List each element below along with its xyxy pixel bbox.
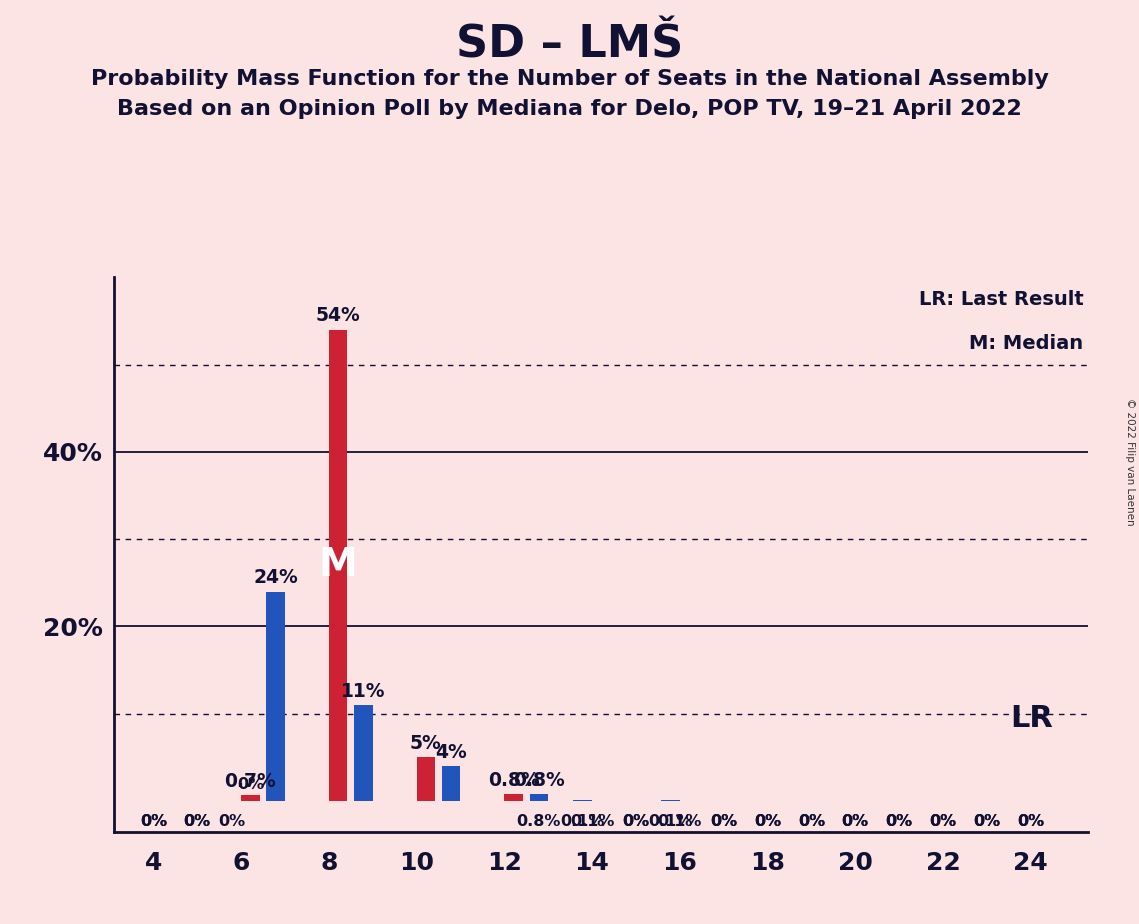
Text: 0.8%: 0.8% bbox=[487, 771, 540, 790]
Text: 0%: 0% bbox=[622, 814, 649, 829]
Text: 0.8%: 0.8% bbox=[517, 814, 562, 829]
Text: 0%: 0% bbox=[183, 814, 211, 829]
Bar bbox=[505, 794, 523, 801]
Bar bbox=[329, 330, 347, 801]
Text: Based on an Opinion Poll by Mediana for Delo, POP TV, 19–21 April 2022: Based on an Opinion Poll by Mediana for … bbox=[117, 99, 1022, 119]
Text: 0%: 0% bbox=[237, 777, 264, 792]
Text: 0.1%: 0.1% bbox=[570, 814, 614, 829]
Text: 0.1%: 0.1% bbox=[560, 814, 605, 829]
Text: 0%: 0% bbox=[1017, 814, 1044, 829]
Text: 0%: 0% bbox=[710, 814, 737, 829]
Text: 0%: 0% bbox=[842, 814, 869, 829]
Text: © 2022 Filip van Laenen: © 2022 Filip van Laenen bbox=[1125, 398, 1134, 526]
Bar bbox=[442, 766, 460, 801]
Bar bbox=[354, 705, 372, 801]
Text: 0%: 0% bbox=[974, 814, 1000, 829]
Text: 0.7%: 0.7% bbox=[224, 772, 277, 791]
Text: 0%: 0% bbox=[842, 814, 869, 829]
Text: 0%: 0% bbox=[885, 814, 912, 829]
Text: 0%: 0% bbox=[754, 814, 781, 829]
Text: SD – LMŠ: SD – LMŠ bbox=[456, 23, 683, 67]
Text: 0%: 0% bbox=[797, 814, 825, 829]
Bar bbox=[417, 758, 435, 801]
Text: 0%: 0% bbox=[929, 814, 957, 829]
Text: 0%: 0% bbox=[140, 814, 167, 829]
Text: LR: LR bbox=[1010, 703, 1052, 733]
Bar bbox=[241, 795, 260, 801]
Text: 0%: 0% bbox=[140, 814, 167, 829]
Text: 0%: 0% bbox=[219, 814, 245, 829]
Text: 0%: 0% bbox=[885, 814, 912, 829]
Text: 5%: 5% bbox=[410, 734, 442, 753]
Text: 11%: 11% bbox=[342, 682, 386, 700]
Text: 0%: 0% bbox=[622, 814, 649, 829]
Text: 0%: 0% bbox=[929, 814, 957, 829]
Text: 4%: 4% bbox=[435, 743, 467, 761]
Text: 0%: 0% bbox=[797, 814, 825, 829]
Text: 0.1%: 0.1% bbox=[648, 814, 693, 829]
Bar bbox=[267, 591, 285, 801]
Text: 0%: 0% bbox=[183, 814, 211, 829]
Text: M: Median: M: Median bbox=[969, 334, 1083, 353]
Text: 54%: 54% bbox=[316, 306, 361, 325]
Text: 0.8%: 0.8% bbox=[513, 771, 565, 790]
Bar bbox=[530, 794, 548, 801]
Text: 0%: 0% bbox=[1017, 814, 1044, 829]
Text: Probability Mass Function for the Number of Seats in the National Assembly: Probability Mass Function for the Number… bbox=[91, 69, 1048, 90]
Text: 0%: 0% bbox=[974, 814, 1000, 829]
Text: 0%: 0% bbox=[710, 814, 737, 829]
Text: 0%: 0% bbox=[754, 814, 781, 829]
Text: 24%: 24% bbox=[253, 568, 298, 587]
Text: LR: Last Result: LR: Last Result bbox=[919, 290, 1083, 310]
Text: 0.1%: 0.1% bbox=[657, 814, 702, 829]
Text: M: M bbox=[319, 546, 358, 584]
